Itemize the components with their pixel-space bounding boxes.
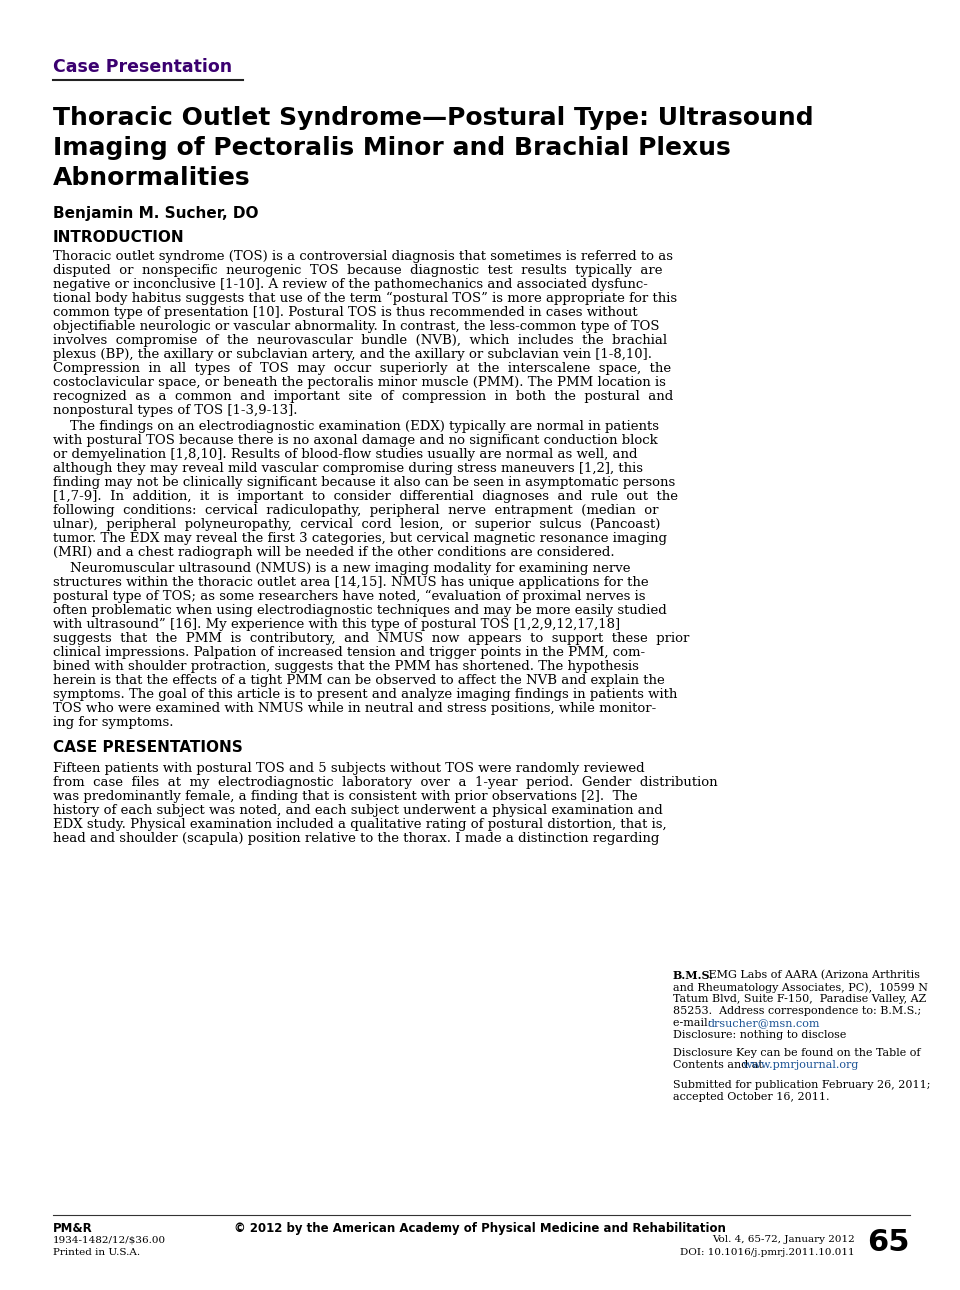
Text: with ultrasound” [16]. My experience with this type of postural TOS [1,2,9,12,17: with ultrasound” [16]. My experience wit… xyxy=(53,618,620,631)
Text: postural type of TOS; as some researchers have noted, “evaluation of proximal ne: postural type of TOS; as some researcher… xyxy=(53,590,645,604)
Text: Abnormalities: Abnormalities xyxy=(53,166,251,190)
Text: accepted October 16, 2011.: accepted October 16, 2011. xyxy=(673,1093,829,1102)
Text: recognized  as  a  common  and  important  site  of  compression  in  both  the : recognized as a common and important sit… xyxy=(53,390,673,402)
Text: EMG Labs of AARA (Arizona Arthritis: EMG Labs of AARA (Arizona Arthritis xyxy=(705,970,920,980)
Text: (MRI) and a chest radiograph will be needed if the other conditions are consider: (MRI) and a chest radiograph will be nee… xyxy=(53,546,614,559)
Text: nonpostural types of TOS [1-3,9-13].: nonpostural types of TOS [1-3,9-13]. xyxy=(53,404,298,417)
Text: Imaging of Pectoralis Minor and Brachial Plexus: Imaging of Pectoralis Minor and Brachial… xyxy=(53,135,731,160)
Text: clinical impressions. Palpation of increased tension and trigger points in the P: clinical impressions. Palpation of incre… xyxy=(53,646,645,659)
Text: Submitted for publication February 26, 2011;: Submitted for publication February 26, 2… xyxy=(673,1080,930,1090)
Text: disputed  or  nonspecific  neurogenic  TOS  because  diagnostic  test  results  : disputed or nonspecific neurogenic TOS b… xyxy=(53,264,662,277)
Text: history of each subject was noted, and each subject underwent a physical examina: history of each subject was noted, and e… xyxy=(53,804,662,817)
Text: PM&R: PM&R xyxy=(53,1222,93,1235)
Text: structures within the thoracic outlet area [14,15]. NMUS has unique applications: structures within the thoracic outlet ar… xyxy=(53,577,649,590)
Text: herein is that the effects of a tight PMM can be observed to affect the NVB and : herein is that the effects of a tight PM… xyxy=(53,673,664,688)
Text: following  conditions:  cervical  radiculopathy,  peripheral  nerve  entrapment : following conditions: cervical radiculop… xyxy=(53,504,659,517)
Text: ulnar),  peripheral  polyneuropathy,  cervical  cord  lesion,  or  superior  sul: ulnar), peripheral polyneuropathy, cervi… xyxy=(53,519,660,531)
Text: Case Presentation: Case Presentation xyxy=(53,58,232,76)
Text: plexus (BP), the axillary or subclavian artery, and the axillary or subclavian v: plexus (BP), the axillary or subclavian … xyxy=(53,348,652,361)
Text: Tatum Blvd, Suite F-150,  Paradise Valley, AZ: Tatum Blvd, Suite F-150, Paradise Valley… xyxy=(673,995,926,1004)
Text: Printed in U.S.A.: Printed in U.S.A. xyxy=(53,1247,140,1256)
Text: drsucher@msn.com: drsucher@msn.com xyxy=(707,1018,820,1028)
Text: common type of presentation [10]. Postural TOS is thus recommended in cases with: common type of presentation [10]. Postur… xyxy=(53,306,637,319)
Text: suggests  that  the  PMM  is  contributory,  and  NMUS  now  appears  to  suppor: suggests that the PMM is contributory, a… xyxy=(53,632,689,645)
Text: Neuromuscular ultrasound (NMUS) is a new imaging modality for examining nerve: Neuromuscular ultrasound (NMUS) is a new… xyxy=(53,562,631,575)
Text: with postural TOS because there is no axonal damage and no significant conductio: with postural TOS because there is no ax… xyxy=(53,433,658,448)
Text: www.pmrjournal.org: www.pmrjournal.org xyxy=(743,1060,859,1069)
Text: e-mail:: e-mail: xyxy=(673,1018,715,1028)
Text: tional body habitus suggests that use of the term “postural TOS” is more appropr: tional body habitus suggests that use of… xyxy=(53,292,677,306)
Text: 65: 65 xyxy=(868,1228,910,1256)
Text: EDX study. Physical examination included a qualitative rating of postural distor: EDX study. Physical examination included… xyxy=(53,818,666,831)
Text: was predominantly female, a finding that is consistent with prior observations [: was predominantly female, a finding that… xyxy=(53,789,637,802)
Text: INTRODUCTION: INTRODUCTION xyxy=(53,230,184,245)
Text: and Rheumatology Associates, PC),  10599 N: and Rheumatology Associates, PC), 10599 … xyxy=(673,982,928,992)
Text: Disclosure Key can be found on the Table of: Disclosure Key can be found on the Table… xyxy=(673,1047,921,1058)
Text: CASE PRESENTATIONS: CASE PRESENTATIONS xyxy=(53,740,243,755)
Text: Benjamin M. Sucher, DO: Benjamin M. Sucher, DO xyxy=(53,206,258,221)
Text: Thoracic Outlet Syndrome—Postural Type: Ultrasound: Thoracic Outlet Syndrome—Postural Type: … xyxy=(53,106,814,130)
Text: The findings on an electrodiagnostic examination (EDX) typically are normal in p: The findings on an electrodiagnostic exa… xyxy=(53,421,659,433)
Text: B.M.S.: B.M.S. xyxy=(673,970,714,980)
Text: costoclavicular space, or beneath the pectoralis minor muscle (PMM). The PMM loc: costoclavicular space, or beneath the pe… xyxy=(53,375,666,390)
Text: or demyelination [1,8,10]. Results of blood-flow studies usually are normal as w: or demyelination [1,8,10]. Results of bl… xyxy=(53,448,637,461)
Text: from  case  files  at  my  electrodiagnostic  laboratory  over  a  1-year  perio: from case files at my electrodiagnostic … xyxy=(53,777,718,789)
Text: head and shoulder (scapula) position relative to the thorax. I made a distinctio: head and shoulder (scapula) position rel… xyxy=(53,832,660,845)
Text: objectifiable neurologic or vascular abnormality. In contrast, the less-common t: objectifiable neurologic or vascular abn… xyxy=(53,320,660,333)
Text: symptoms. The goal of this article is to present and analyze imaging findings in: symptoms. The goal of this article is to… xyxy=(53,688,678,700)
Text: © 2012 by the American Academy of Physical Medicine and Rehabilitation: © 2012 by the American Academy of Physic… xyxy=(234,1222,726,1235)
Text: TOS who were examined with NMUS while in neutral and stress positions, while mon: TOS who were examined with NMUS while in… xyxy=(53,702,657,715)
Text: Thoracic outlet syndrome (TOS) is a controversial diagnosis that sometimes is re: Thoracic outlet syndrome (TOS) is a cont… xyxy=(53,250,673,263)
Text: negative or inconclusive [1-10]. A review of the pathomechanics and associated d: negative or inconclusive [1-10]. A revie… xyxy=(53,279,648,292)
Text: Compression  in  all  types  of  TOS  may  occur  superiorly  at  the  interscal: Compression in all types of TOS may occu… xyxy=(53,362,671,375)
Text: tumor. The EDX may reveal the first 3 categories, but cervical magnetic resonanc: tumor. The EDX may reveal the first 3 ca… xyxy=(53,531,667,544)
Text: finding may not be clinically significant because it also can be seen in asympto: finding may not be clinically significan… xyxy=(53,476,675,489)
Text: Vol. 4, 65-72, January 2012: Vol. 4, 65-72, January 2012 xyxy=(712,1235,855,1244)
Text: 85253.  Address correspondence to: B.M.S.;: 85253. Address correspondence to: B.M.S.… xyxy=(673,1006,922,1017)
Text: ing for symptoms.: ing for symptoms. xyxy=(53,716,174,729)
Text: Fifteen patients with postural TOS and 5 subjects without TOS were randomly revi: Fifteen patients with postural TOS and 5… xyxy=(53,762,644,775)
Text: Disclosure: nothing to disclose: Disclosure: nothing to disclose xyxy=(673,1029,847,1040)
Text: 1934-1482/12/$36.00: 1934-1482/12/$36.00 xyxy=(53,1235,166,1244)
Text: often problematic when using electrodiagnostic techniques and may be more easily: often problematic when using electrodiag… xyxy=(53,604,667,617)
Text: Contents and at: Contents and at xyxy=(673,1060,766,1069)
Text: [1,7-9].  In  addition,  it  is  important  to  consider  differential  diagnose: [1,7-9]. In addition, it is important to… xyxy=(53,490,678,503)
Text: bined with shoulder protraction, suggests that the PMM has shortened. The hypoth: bined with shoulder protraction, suggest… xyxy=(53,660,638,673)
Text: involves  compromise  of  the  neurovascular  bundle  (NVB),  which  includes  t: involves compromise of the neurovascular… xyxy=(53,334,667,347)
Text: DOI: 10.1016/j.pmrj.2011.10.011: DOI: 10.1016/j.pmrj.2011.10.011 xyxy=(681,1247,855,1256)
Text: although they may reveal mild vascular compromise during stress maneuvers [1,2],: although they may reveal mild vascular c… xyxy=(53,462,643,475)
